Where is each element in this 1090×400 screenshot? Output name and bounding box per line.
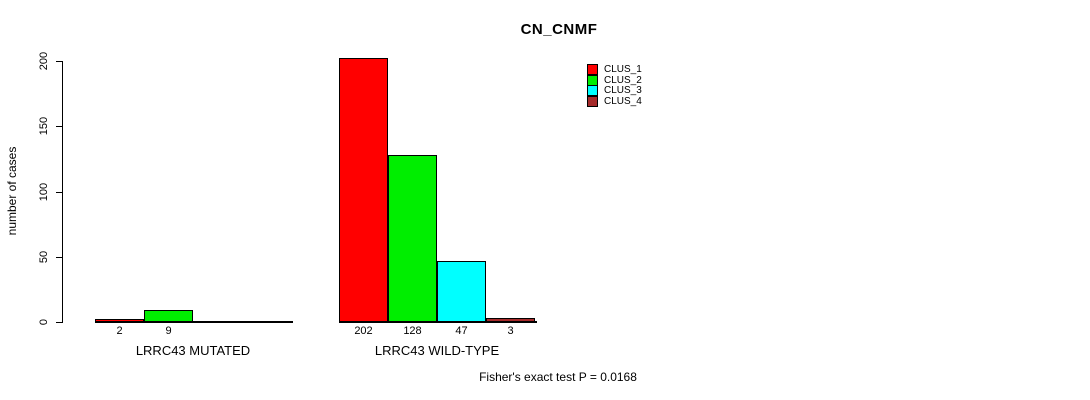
bar-clus_2-group1 <box>144 310 193 322</box>
bar-clus_2-group2 <box>388 155 437 322</box>
fisher-test-annotation: Fisher's exact test P = 0.0168 <box>479 370 637 384</box>
y-axis-line <box>62 61 63 323</box>
bar-value-label: 47 <box>455 325 468 337</box>
y-axis-tick-label: 100 <box>38 182 50 202</box>
y-axis-tick <box>56 322 62 323</box>
bar-value-label: 2 <box>116 325 123 337</box>
group-baseline <box>339 321 537 323</box>
bar-clus_4-group2 <box>486 318 535 322</box>
y-axis-tick-label: 50 <box>38 250 50 264</box>
y-axis-tick <box>56 126 62 127</box>
bar-clus_1-group2 <box>339 58 388 322</box>
bar-value-label: 128 <box>403 325 422 337</box>
legend-label-clus_4: CLUS_4 <box>604 96 642 107</box>
legend-label-clus_1: CLUS_1 <box>604 64 642 75</box>
bar-value-label: 9 <box>165 325 172 337</box>
y-axis-tick-label: 0 <box>38 318 50 326</box>
legend-swatch-clus_4 <box>587 96 598 107</box>
legend-swatch-clus_3 <box>587 85 598 96</box>
y-axis-tick <box>56 192 62 193</box>
bar-value-label: 202 <box>354 325 373 337</box>
bar-value-label: 3 <box>507 325 514 337</box>
bar-clus_3-group2 <box>437 261 486 322</box>
y-axis-tick-label: 150 <box>38 116 50 136</box>
legend-label-clus_2: CLUS_2 <box>604 75 642 86</box>
group-baseline <box>95 321 293 323</box>
legend-label-clus_3: CLUS_3 <box>604 85 642 96</box>
y-axis-tick-label: 200 <box>38 51 50 71</box>
x-axis-category-label: LRRC43 MUTATED <box>135 343 251 358</box>
y-axis-tick <box>56 61 62 62</box>
y-axis-tick <box>56 257 62 258</box>
chart-title: CN_CNMF <box>520 21 598 38</box>
y-axis-label: number of cases <box>5 146 19 236</box>
x-axis-category-label: LRRC43 WILD-TYPE <box>374 343 500 358</box>
legend-swatch-clus_1 <box>587 64 598 75</box>
bar-clus_1-group1 <box>95 319 144 322</box>
